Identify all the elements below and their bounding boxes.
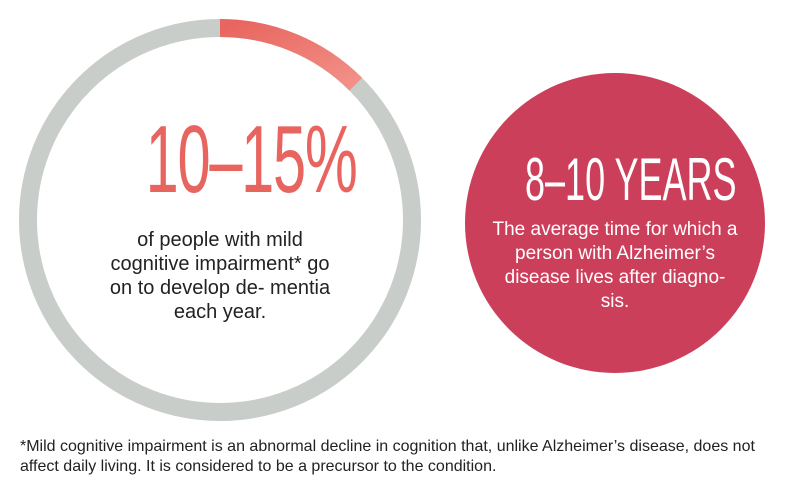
percentage-stat: 10–15% — [145, 106, 358, 213]
years-circle — [465, 73, 765, 373]
years-headline: 8–10 YEARS — [525, 146, 737, 213]
years-caption: The average time for which a person with… — [492, 219, 738, 312]
percentage-caption: of people with mild cognitive impairment… — [109, 229, 331, 323]
footnote: *Mild cognitive impairment is an abnorma… — [20, 438, 755, 475]
ring-highlight-arc — [219, 19, 363, 91]
